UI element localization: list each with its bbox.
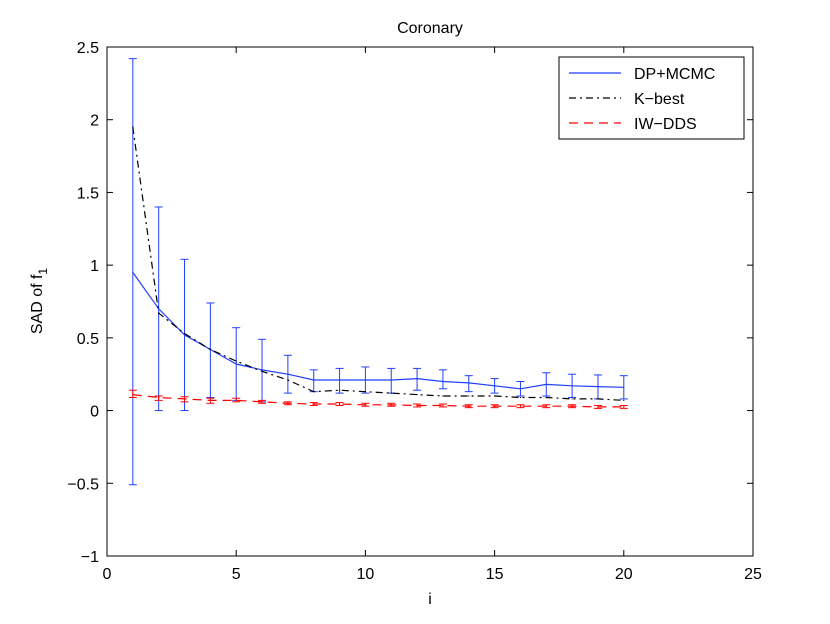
series-2	[132, 126, 625, 401]
error-bar	[387, 402, 396, 407]
legend-box	[558, 56, 745, 140]
y-tick-label: 1	[90, 258, 99, 275]
error-bar	[542, 372, 551, 397]
x-tick-label: 15	[486, 566, 504, 583]
data-point	[158, 312, 160, 314]
y-axis-label-subscript: 1	[36, 268, 50, 275]
error-bar	[619, 404, 628, 409]
error-bar	[154, 395, 163, 401]
error-bar	[438, 403, 447, 408]
error-bar	[490, 378, 499, 394]
x-tick-label: 20	[615, 566, 633, 583]
data-point	[571, 398, 573, 400]
y-axis-label: SAD of f1	[29, 268, 50, 335]
legend-label: K−best	[634, 91, 685, 108]
error-bar	[464, 375, 473, 393]
x-tick-label: 10	[357, 566, 375, 583]
error-bar	[206, 397, 215, 404]
error-bar	[335, 367, 344, 394]
series-3	[128, 389, 628, 409]
error-bar	[309, 402, 318, 406]
data-point	[313, 391, 315, 393]
data-point	[209, 348, 211, 351]
y-axis-label-main: SAD of f	[29, 274, 46, 334]
data-point	[390, 392, 392, 394]
data-point	[261, 370, 263, 372]
error-bar	[619, 375, 628, 400]
error-bar	[154, 206, 163, 412]
series-line	[132, 394, 624, 408]
y-tick-label: 2.5	[77, 40, 99, 57]
error-bar	[128, 389, 137, 398]
error-bar	[335, 402, 344, 406]
error-bar	[206, 302, 215, 398]
legend-label: DP+MCMC	[634, 66, 715, 83]
error-bar	[258, 399, 267, 404]
error-bar	[490, 404, 499, 409]
plot-area	[128, 58, 628, 486]
x-tick-label: 25	[744, 566, 762, 583]
data-point	[183, 332, 186, 335]
data-point	[287, 379, 289, 381]
data-point	[545, 396, 547, 399]
error-bar	[568, 373, 577, 398]
error-bar	[180, 258, 189, 412]
error-bar	[464, 404, 473, 409]
error-bar	[361, 402, 370, 407]
data-point	[494, 395, 496, 397]
data-point	[416, 393, 418, 396]
error-bar	[568, 404, 577, 409]
error-bar	[413, 367, 422, 391]
legend-label: IW−DDS	[634, 116, 697, 133]
x-tick-label: 0	[103, 566, 112, 583]
y-tick-label: 1.5	[77, 185, 99, 202]
y-tick-label: 0	[90, 404, 99, 421]
error-bar	[232, 397, 241, 403]
error-bar	[516, 380, 525, 397]
chart-title: Coronary	[397, 20, 463, 37]
plot-frame	[106, 46, 754, 557]
error-bar	[180, 396, 189, 403]
data-point	[338, 389, 341, 391]
error-bar	[593, 404, 602, 409]
x-tick-label: 5	[232, 566, 241, 583]
x-axis-label: i	[428, 591, 432, 608]
data-point	[442, 395, 444, 397]
data-point	[597, 398, 599, 400]
error-bar	[283, 401, 292, 406]
error-bar	[413, 403, 422, 408]
y-tick-label: −0.5	[67, 476, 99, 493]
error-bar	[516, 404, 525, 409]
error-bar	[438, 369, 447, 390]
data-point	[364, 391, 366, 393]
data-point	[235, 360, 237, 362]
error-bar	[283, 354, 292, 394]
y-tick-label: 0.5	[77, 331, 99, 348]
y-tick-label: 2	[90, 113, 99, 130]
legend: DP+MCMC K−best IW−DDS	[558, 56, 745, 140]
data-point	[468, 395, 470, 397]
data-point	[519, 396, 522, 399]
data-point	[623, 399, 625, 401]
y-tick-label: −1	[81, 549, 99, 566]
axis-ticks: 0 5 10 15 20 25 −1 −0.5 0 0.5 1 1.5 2 2.5	[67, 40, 762, 583]
data-point	[132, 126, 134, 128]
error-bar	[542, 404, 551, 409]
series-line	[132, 126, 624, 401]
error-bar	[361, 366, 370, 394]
